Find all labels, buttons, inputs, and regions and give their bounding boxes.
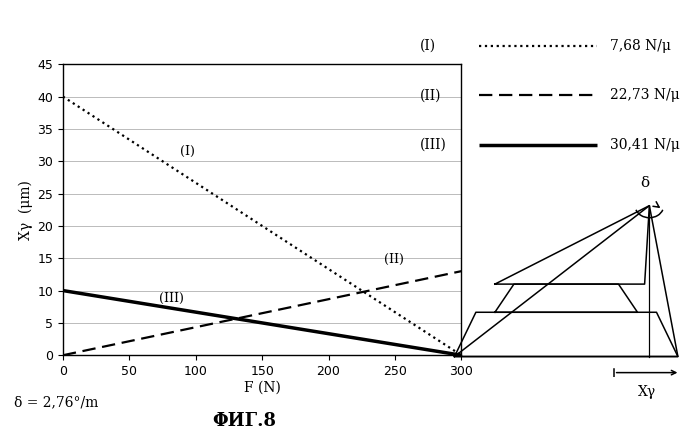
Text: 22,73 N/μ: 22,73 N/μ: [610, 88, 680, 102]
Text: (I): (I): [419, 39, 435, 53]
Text: (I): (I): [180, 145, 194, 158]
Text: Xγ: Xγ: [638, 385, 656, 399]
Text: (II): (II): [419, 88, 441, 102]
Text: 30,41 N/μ: 30,41 N/μ: [610, 138, 680, 152]
Y-axis label: Xγ  (μm): Xγ (μm): [19, 180, 33, 240]
Text: (III): (III): [159, 292, 183, 305]
Text: ΦИГ.8: ΦИГ.8: [212, 412, 277, 428]
Text: (II): (II): [384, 253, 404, 266]
Text: 7,68 N/μ: 7,68 N/μ: [610, 39, 671, 53]
X-axis label: F (N): F (N): [244, 381, 280, 395]
Text: δ: δ: [640, 175, 649, 190]
Text: δ = 2,76°/m: δ = 2,76°/m: [14, 395, 99, 410]
Text: (III): (III): [419, 138, 446, 152]
